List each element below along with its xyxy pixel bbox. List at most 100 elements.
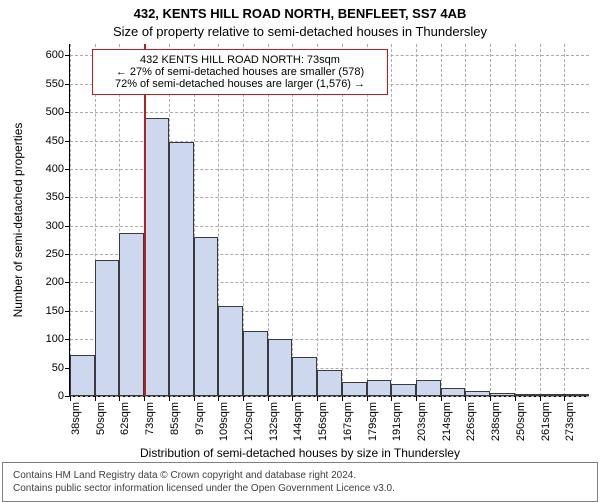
ytick-label: 200 [46,276,70,288]
annotation-line: ← 27% of semi-detached houses are smalle… [101,66,379,78]
xtick-mark [564,396,565,401]
xtick-mark [317,396,318,401]
histogram-bar [342,382,367,396]
histogram-bar [218,306,243,396]
xtick-mark [391,396,392,401]
xtick-label: 250sqm [515,402,527,441]
gridline-v [564,44,565,396]
gridline-v [292,44,293,396]
xtick-label: 156sqm [317,402,329,441]
reference-line [144,44,146,396]
xtick-mark [243,396,244,401]
ytick-label: 450 [46,135,70,147]
xtick-mark [268,396,269,401]
ytick-label: 250 [46,248,70,260]
xtick-label: 214sqm [441,402,453,441]
xtick-mark [441,396,442,401]
histogram-bar [169,142,194,396]
y-axis-label: Number of semi-detached properties [11,123,25,318]
credits-box: Contains HM Land Registry data © Crown c… [2,462,598,502]
xtick-label: 226sqm [465,402,477,441]
ytick-label: 0 [58,390,70,402]
histogram-bar [391,384,416,396]
xtick-mark [194,396,195,401]
xtick-mark [342,396,343,401]
gridline-v [540,44,541,396]
xtick-mark [465,396,466,401]
xtick-mark [540,396,541,401]
ytick-label: 600 [46,49,70,61]
annotation-box: 432 KENTS HILL ROAD NORTH: 73sqm← 27% of… [92,49,388,95]
ytick-label: 350 [46,191,70,203]
ytick-label: 400 [46,163,70,175]
xtick-label: 73sqm [144,402,156,435]
ytick-label: 50 [52,362,70,374]
credits-line: Contains HM Land Registry data © Crown c… [13,469,587,482]
gridline-v [317,44,318,396]
ytick-label: 100 [46,333,70,345]
ytick-label: 500 [46,106,70,118]
histogram-bar [465,391,490,396]
xtick-label: 203sqm [416,402,428,441]
xtick-mark [292,396,293,401]
histogram-bar [490,393,515,396]
gridline-v [342,44,343,396]
histogram-bar [540,394,565,396]
gridline-v [441,44,442,396]
xtick-label: 38sqm [70,402,82,435]
gridline-v [367,44,368,396]
xtick-mark [490,396,491,401]
xtick-label: 191sqm [391,402,403,441]
histogram-bar [441,388,466,396]
xtick-mark [119,396,120,401]
x-axis-label: Distribution of semi-detached houses by … [0,446,600,460]
histogram-bar [119,233,144,397]
xtick-label: 97sqm [194,402,206,435]
gridline-v [416,44,417,396]
gridline-h [70,112,589,113]
gridline-v [70,44,71,396]
gridline-v [465,44,466,396]
gridline-h [70,396,589,397]
xtick-label: 85sqm [169,402,181,435]
xtick-mark [515,396,516,401]
gridline-v [515,44,516,396]
histogram-bar [367,380,392,396]
xtick-mark [416,396,417,401]
annotation-line: 432 KENTS HILL ROAD NORTH: 73sqm [101,54,379,66]
xtick-label: 167sqm [342,402,354,441]
histogram-bar [317,370,342,396]
histogram-bar [416,380,441,396]
ytick-label: 150 [46,305,70,317]
xtick-label: 179sqm [367,402,379,441]
gridline-v [391,44,392,396]
xtick-label: 261sqm [540,402,552,441]
xtick-mark [144,396,145,401]
xtick-mark [367,396,368,401]
xtick-label: 120sqm [243,402,255,441]
xtick-mark [95,396,96,401]
histogram-bar [70,355,95,396]
histogram-bar [292,357,317,396]
histogram-bar [144,118,169,396]
chart-title-line1: 432, KENTS HILL ROAD NORTH, BENFLEET, SS… [0,6,600,21]
xtick-mark [70,396,71,401]
xtick-label: 273sqm [564,402,576,441]
xtick-label: 144sqm [292,402,304,441]
histogram-bar [194,237,219,396]
ytick-label: 300 [46,220,70,232]
gridline-v [490,44,491,396]
plot-area: 05010015020025030035040045050055060038sq… [69,44,589,397]
annotation-line: 72% of semi-detached houses are larger (… [101,78,379,90]
histogram-bar [243,331,268,396]
xtick-label: 238sqm [490,402,502,441]
xtick-label: 132sqm [268,402,280,441]
xtick-label: 62sqm [119,402,131,435]
histogram-bar [564,394,589,396]
xtick-label: 109sqm [218,402,230,441]
histogram-bar [95,260,120,396]
histogram-bar [515,394,540,396]
xtick-mark [169,396,170,401]
xtick-mark [218,396,219,401]
ytick-label: 550 [46,78,70,90]
